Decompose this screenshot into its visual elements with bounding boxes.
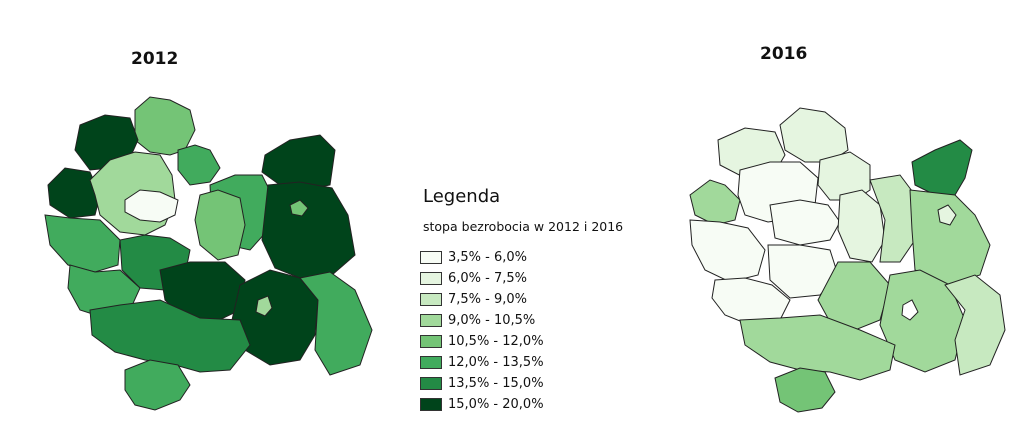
- legend-swatch: [420, 335, 442, 348]
- region-2012-j: [261, 181, 356, 279]
- legend-item: 7,5% - 9,0%: [420, 289, 640, 310]
- legend-title: Legenda: [423, 186, 501, 207]
- region-2012-f: [177, 144, 221, 186]
- legend-swatch: [420, 293, 442, 306]
- region-2012-s: [255, 295, 273, 317]
- region-2012-r: [124, 359, 191, 411]
- legend-list: 3,5% - 6,0% 6,0% - 7,5% 7,5% - 9,0% 9,0%…: [420, 247, 640, 415]
- legend-item: 3,5% - 6,0%: [420, 247, 640, 268]
- legend-swatch: [420, 314, 442, 327]
- legend-swatch: [420, 272, 442, 285]
- region-2012-c: [47, 167, 101, 219]
- legend-label: 3,5% - 6,0%: [448, 250, 528, 265]
- legend-item: 10,5% - 12,0%: [420, 331, 640, 352]
- legend-swatch: [420, 398, 442, 411]
- legend-item: 15,0% - 20,0%: [420, 394, 640, 415]
- legend-subtitle: stopa bezrobocia w 2012 i 2016: [423, 219, 624, 234]
- region-2016-h: [869, 174, 916, 263]
- legend-item: 12,0% - 13,5%: [420, 352, 640, 373]
- region-2016-s: [937, 204, 957, 226]
- legend-swatch: [420, 356, 442, 369]
- legend-item: 9,0% - 10,5%: [420, 310, 640, 331]
- region-2016-f: [769, 199, 841, 246]
- region-2016-k: [689, 219, 766, 283]
- legend-label: 12,0% - 13,5%: [448, 355, 544, 370]
- region-2016-t: [901, 299, 919, 321]
- region-2016-a: [779, 107, 849, 163]
- region-2016-j: [909, 189, 991, 286]
- region-2012-q: [89, 299, 251, 373]
- region-2012-k: [44, 214, 121, 273]
- region-2016-g: [837, 189, 886, 263]
- legend-swatch: [420, 377, 442, 390]
- region-2016-n: [817, 261, 891, 331]
- legend-item: 6,0% - 7,5%: [420, 268, 640, 289]
- map-title-2012: 2012: [131, 49, 179, 69]
- region-2016-q: [739, 314, 896, 381]
- region-2016-i: [911, 139, 973, 196]
- map-title-2016: 2016: [760, 44, 808, 64]
- legend-label: 10,5% - 12,0%: [448, 334, 544, 349]
- region-2012-p: [299, 271, 373, 376]
- legend: Legenda stopa bezrobocia w 2012 i 2016 3…: [420, 186, 640, 415]
- region-2012-e: [124, 189, 179, 223]
- map-2016: [689, 107, 1006, 413]
- legend-label: 7,5% - 9,0%: [448, 292, 528, 307]
- legend-label: 13,5% - 15,0%: [448, 376, 544, 391]
- region-2016-r: [774, 367, 836, 413]
- legend-label: 6,0% - 7,5%: [448, 271, 528, 286]
- region-2016-p: [944, 274, 1006, 376]
- region-2012-a: [134, 96, 196, 156]
- region-2012-i: [194, 189, 246, 261]
- legend-label: 15,0% - 20,0%: [448, 397, 544, 412]
- map-2012: [44, 96, 373, 411]
- legend-item: 13,5% - 15,0%: [420, 373, 640, 394]
- legend-label: 9,0% - 10,5%: [448, 313, 536, 328]
- region-2012-t: [289, 199, 309, 217]
- region-2012-g: [261, 134, 336, 191]
- region-2016-c: [689, 179, 741, 226]
- legend-swatch: [420, 251, 442, 264]
- region-2016-o: [879, 269, 966, 373]
